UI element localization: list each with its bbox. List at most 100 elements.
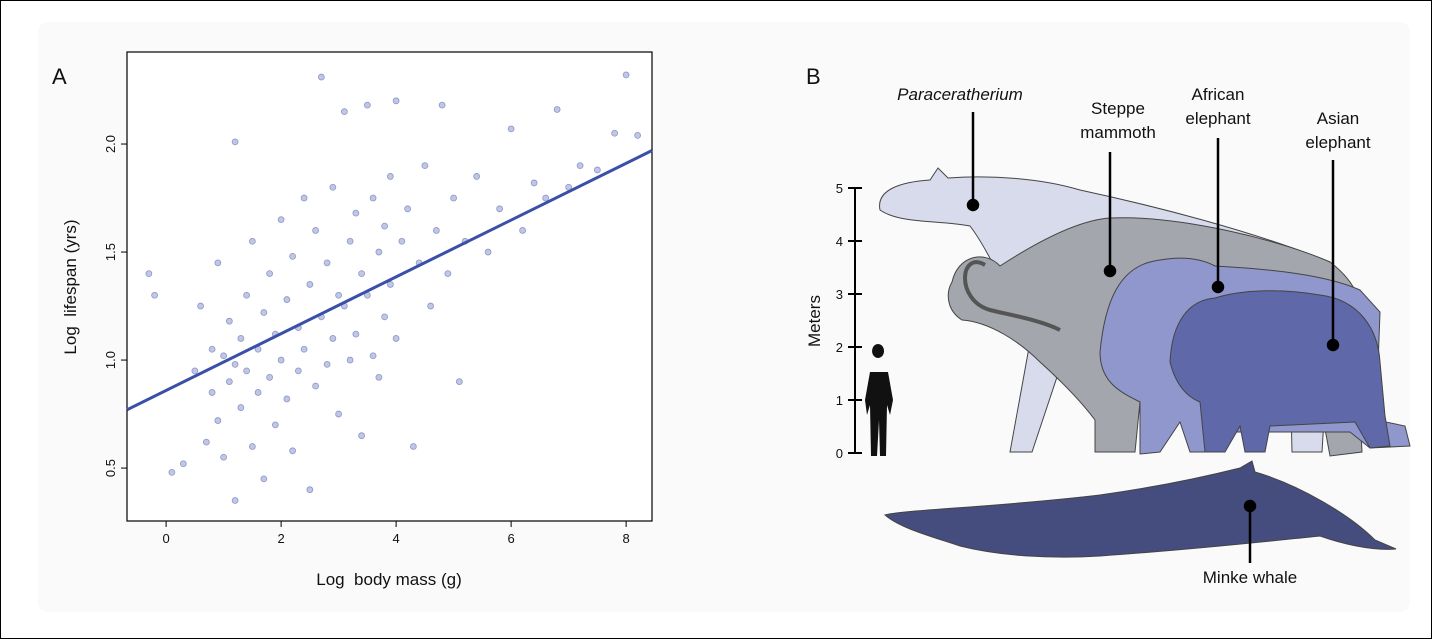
point	[294, 367, 302, 375]
point	[191, 367, 199, 375]
point	[266, 373, 274, 381]
point	[530, 179, 538, 187]
pointer-dot	[1243, 499, 1257, 513]
point	[392, 335, 400, 342]
point	[622, 71, 630, 79]
point	[317, 73, 325, 81]
point	[352, 330, 360, 338]
point	[197, 302, 205, 310]
point	[427, 302, 435, 310]
animal-label: Minke whale	[1203, 568, 1298, 587]
y-axis-label: Log lifespan (yrs)	[61, 219, 80, 354]
point	[507, 125, 515, 133]
point	[392, 97, 400, 105]
animal-label: African	[1192, 85, 1245, 104]
point	[145, 270, 153, 278]
meter-tick-label: 4	[836, 234, 843, 249]
y-tick-label: 2.0	[103, 135, 118, 153]
point	[323, 360, 331, 368]
point	[248, 237, 256, 245]
animal-label: elephant	[1305, 133, 1371, 152]
point	[542, 194, 550, 202]
point	[634, 131, 642, 139]
point	[450, 194, 458, 202]
point	[340, 108, 348, 116]
meter-tick-label: 5	[836, 181, 843, 196]
pointer-dot	[966, 198, 980, 212]
animal-label: mammoth	[1080, 123, 1156, 142]
point	[329, 335, 337, 342]
point	[404, 205, 412, 213]
point	[312, 227, 320, 234]
pointer-dot	[1211, 280, 1225, 294]
point	[231, 497, 239, 504]
x-tick-label: 0	[162, 531, 169, 546]
point	[202, 438, 210, 446]
point	[329, 183, 337, 191]
x-tick-label: 2	[277, 531, 284, 546]
point	[312, 382, 320, 390]
point	[237, 404, 245, 411]
point	[455, 378, 463, 386]
point	[289, 252, 297, 260]
point	[432, 227, 440, 234]
point	[496, 205, 504, 213]
point	[381, 313, 389, 321]
plot-frame	[126, 51, 653, 522]
point	[214, 259, 222, 267]
point	[363, 101, 371, 109]
point	[208, 345, 216, 353]
y-tick-label: 1.0	[103, 351, 118, 369]
point	[243, 367, 251, 375]
point	[421, 162, 429, 170]
point	[306, 486, 314, 494]
point	[473, 173, 481, 180]
point	[300, 194, 308, 202]
x-tick-label: 4	[392, 531, 399, 546]
point	[375, 373, 383, 381]
point	[220, 352, 228, 360]
point	[346, 356, 354, 364]
point	[283, 395, 291, 403]
point	[335, 410, 343, 418]
x-tick-label: 8	[623, 531, 630, 546]
mammoth-tusk	[963, 260, 1061, 332]
point	[231, 138, 239, 146]
point	[208, 389, 216, 396]
minke-whale-silhouette	[884, 460, 1397, 558]
point	[271, 421, 279, 429]
point	[409, 443, 417, 450]
meter-tick-label: 0	[836, 446, 843, 461]
point	[254, 389, 262, 396]
y-tick-label: 1.5	[103, 243, 118, 261]
animal-label: Paraceratherium	[897, 85, 1023, 104]
point	[225, 378, 233, 386]
point	[576, 162, 584, 170]
y-axis-label: Meters	[805, 295, 824, 347]
x-tick-label: 6	[508, 531, 515, 546]
point	[611, 129, 619, 137]
point	[381, 222, 389, 230]
point	[300, 345, 308, 353]
point	[553, 106, 561, 113]
point	[375, 248, 383, 256]
pointer-dot	[1103, 264, 1117, 278]
point	[369, 352, 377, 360]
point	[277, 356, 285, 364]
human-silhouette	[865, 344, 893, 456]
panel-label: A	[52, 64, 67, 89]
point	[386, 173, 394, 180]
animal-label: Steppe	[1091, 99, 1145, 118]
pointer-dot	[1326, 338, 1340, 352]
y-tick-label: 0.5	[103, 459, 118, 477]
point	[352, 209, 360, 217]
point	[266, 270, 274, 278]
point	[386, 281, 394, 288]
point	[283, 296, 291, 303]
point	[220, 453, 228, 461]
point	[593, 166, 601, 174]
pointers	[966, 112, 1340, 563]
meter-tick-label: 1	[836, 393, 843, 408]
fit-line	[126, 149, 653, 412]
